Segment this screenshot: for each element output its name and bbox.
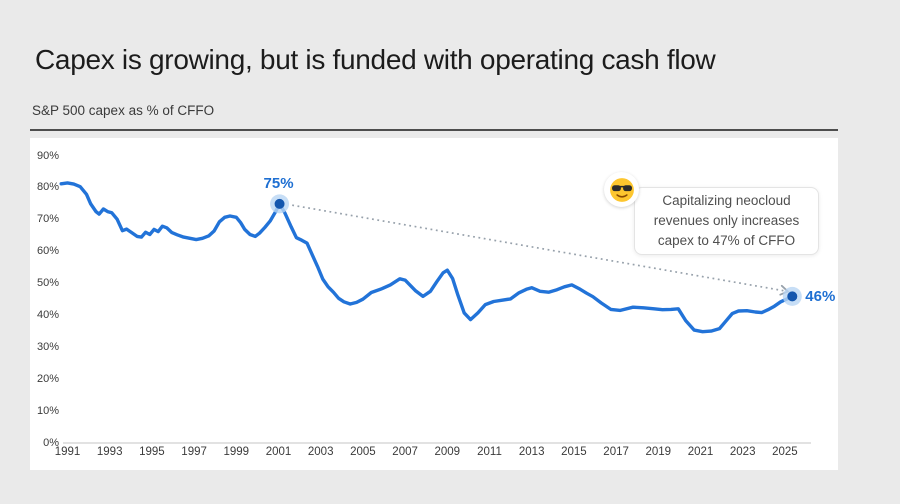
y-tick-label: 90%	[36, 149, 59, 162]
x-tick-label: 2005	[350, 446, 376, 458]
capex-cffo-line	[59, 181, 794, 334]
annotation-line-1: Capitalizing neocloud	[662, 193, 791, 208]
chart-subtitle: S&P 500 capex as % of CFFO	[32, 103, 215, 118]
x-tick-label: 2019	[645, 446, 672, 458]
latest-2025-label: 46%	[805, 288, 836, 306]
chart-canvas	[59, 181, 811, 444]
header-divider	[30, 129, 838, 131]
x-tick-label: 2025	[772, 446, 798, 458]
x-tick-label: 1991	[54, 446, 81, 458]
x-tick-label: 2003	[307, 446, 334, 458]
x-tick-label: 1995	[139, 446, 165, 458]
x-tick-label: 2023	[729, 446, 756, 458]
trend-dotted-line	[292, 204, 786, 292]
x-tick-label: 2013	[518, 446, 545, 458]
sunglasses-emoji-icon	[609, 177, 634, 202]
x-tick-label: 1999	[223, 446, 250, 458]
annotation-line-2: revenues only increases	[653, 213, 800, 228]
latest-2025-dot	[787, 291, 798, 302]
annotation-callout: Capitalizing neocloud revenues only incr…	[634, 187, 819, 255]
x-tick-label: 2015	[561, 446, 587, 458]
chart-panel: 0% 10% 20% 30% 40% 50% 60% 70% 80% 90% 1991 1993 199…	[30, 138, 838, 470]
x-tick-label: 1997	[181, 446, 207, 458]
y-tick-label: 40%	[36, 308, 59, 321]
x-tick-label: 2001	[265, 446, 292, 458]
emoji-badge	[604, 172, 639, 207]
peak-2001-label: 75%	[263, 174, 294, 192]
x-tick-label: 2011	[477, 446, 502, 458]
y-tick-label: 80%	[36, 181, 59, 194]
y-tick-label: 10%	[36, 404, 59, 417]
y-tick-label: 70%	[36, 213, 59, 226]
y-tick-label: 0%	[43, 436, 59, 449]
x-tick-label: 2017	[603, 446, 629, 458]
x-tick-label: 2007	[392, 446, 418, 458]
peak-2001-dot	[274, 198, 285, 209]
y-tick-label: 50%	[36, 277, 59, 290]
x-tick-label: 2021	[687, 446, 714, 458]
page-title: Capex is growing, but is funded with ope…	[35, 44, 716, 75]
y-tick-label: 30%	[36, 340, 59, 353]
x-tick-label: 2009	[434, 446, 461, 458]
annotation-line-3: capex to 47% of CFFO	[657, 233, 796, 248]
x-tick-label: 1993	[96, 446, 123, 458]
y-tick-label: 20%	[36, 372, 59, 385]
y-tick-label: 60%	[36, 245, 59, 258]
